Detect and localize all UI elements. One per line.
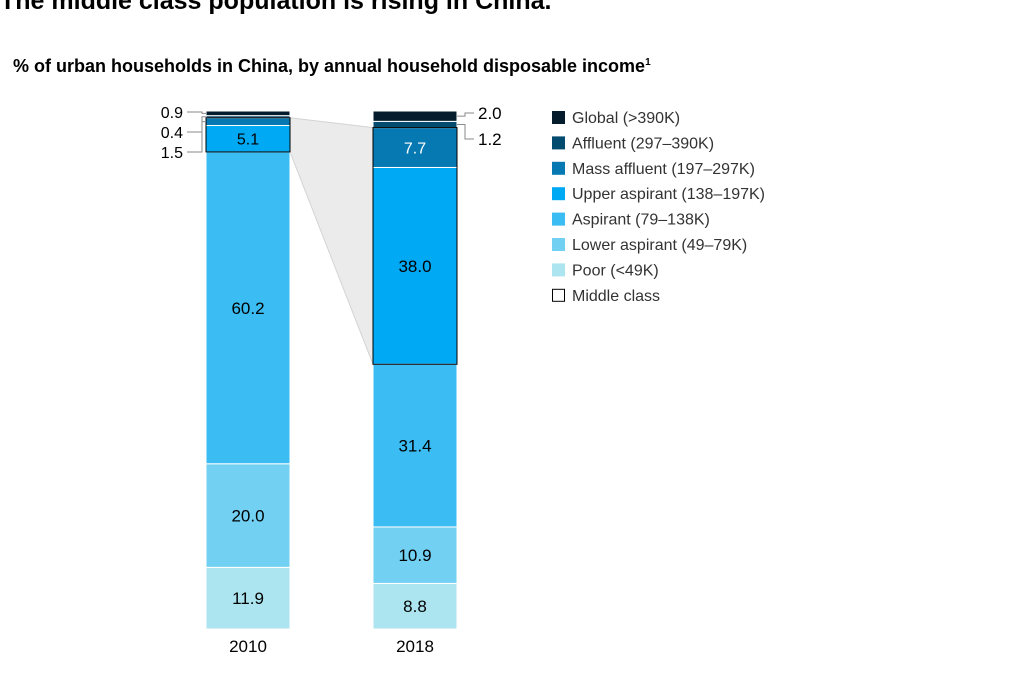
legend-label-global: Global (>390K) xyxy=(572,110,680,127)
x-tick-label-2018: 2018 xyxy=(396,637,434,656)
bar-2018-mass_affluent xyxy=(372,127,458,168)
legend-swatch-aspirant xyxy=(552,212,565,226)
chart-title: The middle class population is rising in… xyxy=(0,0,552,15)
bar-2010-mass_affluent xyxy=(205,117,291,127)
legend-label-poor: Poor (<49K) xyxy=(572,262,659,279)
middle-class-outline-2018 xyxy=(372,127,458,365)
leader-line-2018-global xyxy=(457,112,474,117)
legend-swatch-upper-aspirant xyxy=(552,187,565,201)
x-tick-label-2010: 2010 xyxy=(229,637,267,656)
bar-2018-lower_aspirant xyxy=(372,526,458,584)
data-label-2010-upper-aspirant: 5.1 xyxy=(237,132,259,149)
data-label-2018-lower-aspirant: 10.9 xyxy=(398,546,431,565)
data-label-2010-affluent: 0.4 xyxy=(161,125,183,142)
data-label-2018-upper-aspirant: 38.0 xyxy=(398,257,431,276)
legend-swatch-global xyxy=(552,111,565,124)
data-label-2018-aspirant: 31.4 xyxy=(398,437,431,456)
data-label-2010-mass-affluent: 1.5 xyxy=(161,145,183,162)
data-label-2010-aspirant: 60.2 xyxy=(231,299,264,318)
data-label-2010-global: 0.9 xyxy=(161,105,183,122)
subtitle-text: % of urban households in China, by annua… xyxy=(13,56,646,76)
bar-2018-upper_aspirant xyxy=(372,166,458,365)
data-label-2018-poor: 8.8 xyxy=(403,597,427,616)
legend-label-aspirant: Aspirant (79–138K) xyxy=(572,212,710,229)
legend-swatch-middle-class xyxy=(552,288,565,302)
bar-2010-aspirant xyxy=(205,151,291,465)
leader-line-2018-affluent xyxy=(457,123,474,140)
bar-2018-global xyxy=(372,110,458,122)
legend-swatch-mass-affluent xyxy=(552,161,565,175)
bar-2018-poor xyxy=(372,582,458,630)
data-label-2018-affluent: 1.2 xyxy=(478,130,502,149)
legend-label-lower-aspirant: Lower aspirant (49–79K) xyxy=(572,237,747,254)
bar-2010-global xyxy=(205,110,291,117)
middle-class-outline-2010 xyxy=(205,117,291,153)
legend-swatch-lower-aspirant xyxy=(552,238,565,251)
leader-line-2010-mass-affluent xyxy=(187,121,206,153)
legend-swatch-affluent xyxy=(552,136,565,150)
bar-2010-lower_aspirant xyxy=(205,463,291,568)
leader-line-2010-affluent xyxy=(187,116,206,133)
legend-swatch-poor xyxy=(552,263,565,277)
bar-2018-affluent xyxy=(372,120,458,129)
middle-class-highlight xyxy=(289,117,374,365)
data-labels: 11.9 20.0 60.2 5.1 8.8 10.9 31.4 38.0 7.7 0.9 0.4 1… xyxy=(161,104,502,616)
data-label-2010-poor: 11.9 xyxy=(232,589,264,608)
middle-class-connector xyxy=(289,117,374,365)
bars xyxy=(205,110,458,630)
legend-label-middle-class: Middle class xyxy=(572,288,660,305)
bar-2018-aspirant xyxy=(372,363,458,528)
data-label-2018-mass-affluent: 7.7 xyxy=(404,141,426,158)
data-label-2018-global: 2.0 xyxy=(478,104,502,123)
leader-line-2010-global xyxy=(187,111,206,114)
legend-label-mass-affluent: Mass affluent (197–297K) xyxy=(572,161,755,178)
bar-2010-poor xyxy=(205,566,291,630)
chart-subtitle: % of urban households in China, by annua… xyxy=(13,54,651,78)
data-label-2010-lower-aspirant: 20.0 xyxy=(231,507,264,526)
legend-label-upper-aspirant: Upper aspirant (138–197K) xyxy=(572,186,765,203)
subtitle-footnote: 1 xyxy=(645,57,651,68)
legend-label-affluent: Affluent (297–390K) xyxy=(572,135,714,152)
legend: Global (>390K) Affluent (297–390K) Mass af… xyxy=(552,110,765,305)
